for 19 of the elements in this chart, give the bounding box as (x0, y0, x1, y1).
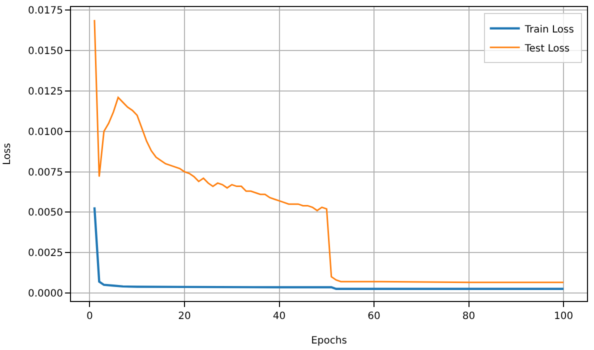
x-tick-label: 60 (368, 311, 380, 322)
x-tick-label: 40 (272, 311, 286, 322)
y-tick-label: 0.0000 (28, 288, 63, 300)
legend-label: Test Loss (524, 43, 570, 54)
x-tick-label: 0 (86, 311, 93, 322)
y-tick-label: 0.0025 (28, 248, 63, 260)
y-tick-label: 0.0050 (28, 208, 63, 219)
y-tick-label: 0.0125 (28, 86, 63, 98)
y-tick-label: 0.0100 (28, 126, 63, 138)
x-tick-label: 20 (178, 311, 191, 322)
x-tick-label: 100 (554, 311, 574, 322)
y-axis-title: Loss (2, 143, 13, 165)
y-tick-label: 0.0150 (28, 46, 63, 58)
line-series (93, 206, 565, 290)
x-tick-label: 80 (462, 311, 476, 322)
x-axis-title: Epochs (311, 336, 347, 346)
y-tick-label: 0.0175 (28, 6, 63, 17)
legend-label: Train Loss (524, 24, 574, 36)
y-tick-label: 0.0075 (28, 167, 63, 178)
